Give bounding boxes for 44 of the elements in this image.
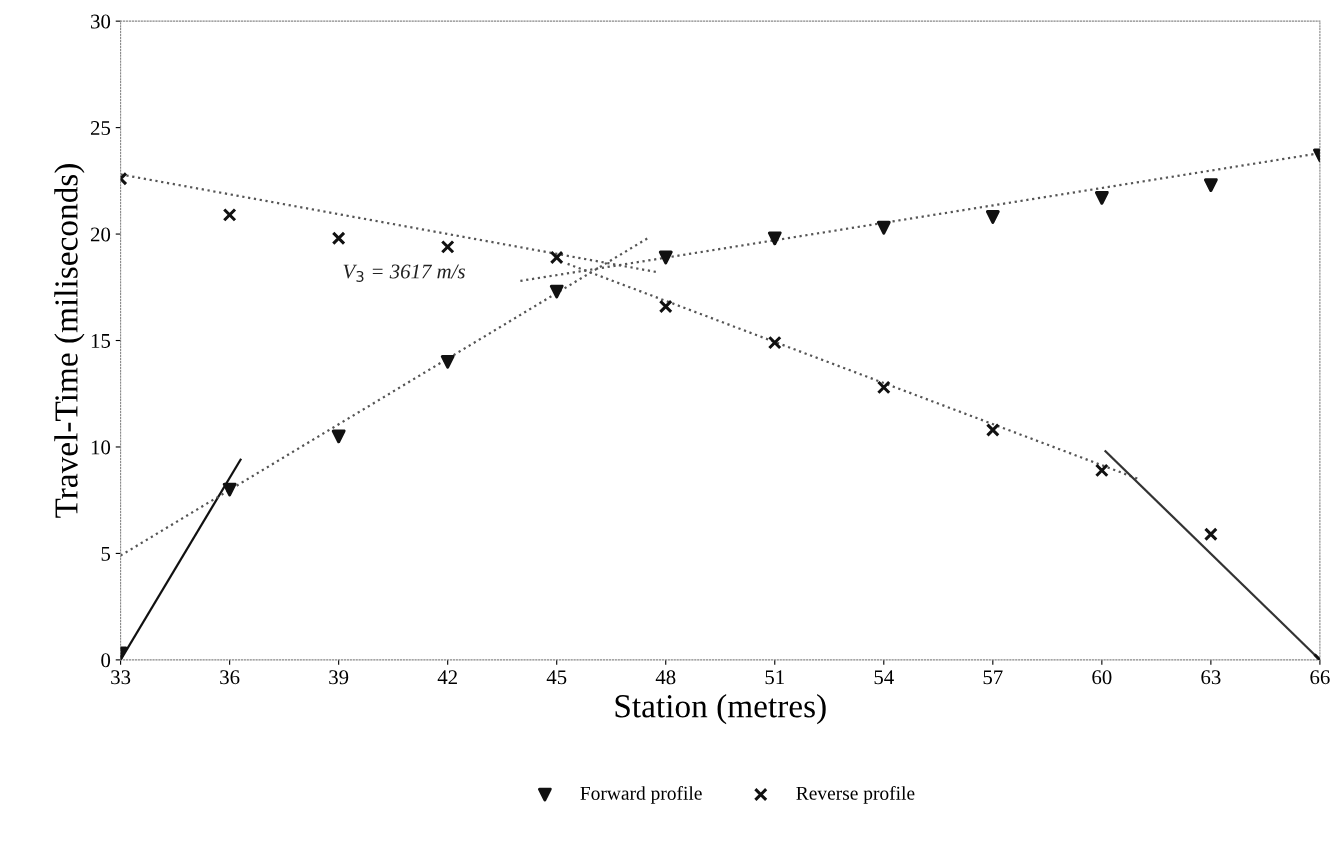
- point: [658, 250, 673, 265]
- point: [767, 335, 782, 350]
- x-tick-label: 57: [983, 670, 1003, 685]
- x-tick-label: 42: [437, 670, 457, 685]
- y-tick-label: 10: [91, 440, 111, 455]
- x-tick-label: 33: [111, 670, 131, 685]
- x-tick-label: 63: [1201, 670, 1221, 685]
- point: [876, 380, 891, 395]
- point: [767, 231, 782, 246]
- x-tick-label: 48: [655, 670, 676, 685]
- point: [985, 423, 1000, 437]
- x-tick-label: 51: [765, 670, 784, 685]
- point: [658, 299, 673, 314]
- point: [876, 220, 891, 235]
- x-axis-title: Station (metres): [615, 694, 826, 725]
- point: [549, 284, 564, 299]
- legend-label: Reverse profile: [796, 785, 915, 804]
- point: [331, 429, 346, 444]
- y-tick-label: 5: [101, 547, 111, 561]
- x-tick-label: 66: [1310, 670, 1330, 685]
- point: [331, 231, 346, 246]
- x-tick-label: 36: [220, 670, 240, 685]
- annotation: V$_{3}$ = 3617 m/s: [343, 264, 465, 282]
- point: [440, 239, 455, 254]
- x-tick-label: 45: [546, 670, 567, 685]
- point: [1203, 527, 1218, 542]
- point: [1094, 463, 1109, 478]
- y-axis-title: Travel-Time (miliseconds): [54, 164, 85, 518]
- x-tick-label: 54: [874, 670, 894, 685]
- point: [1094, 190, 1109, 205]
- y-tick-label: 0: [101, 653, 111, 668]
- point: [440, 354, 455, 369]
- y-tick-label: 30: [91, 14, 111, 29]
- point: [985, 210, 1000, 224]
- x-tick-label: 60: [1092, 670, 1112, 685]
- point: [549, 250, 564, 265]
- x-tick-label: 39: [329, 670, 349, 685]
- point: [1203, 178, 1218, 192]
- y-tick-label: 20: [90, 227, 111, 242]
- point: [222, 482, 237, 497]
- point: [222, 207, 237, 222]
- legend-label: Forward profile: [580, 785, 702, 804]
- y-tick-label: 15: [91, 333, 111, 348]
- y-tick-label: 25: [90, 121, 111, 136]
